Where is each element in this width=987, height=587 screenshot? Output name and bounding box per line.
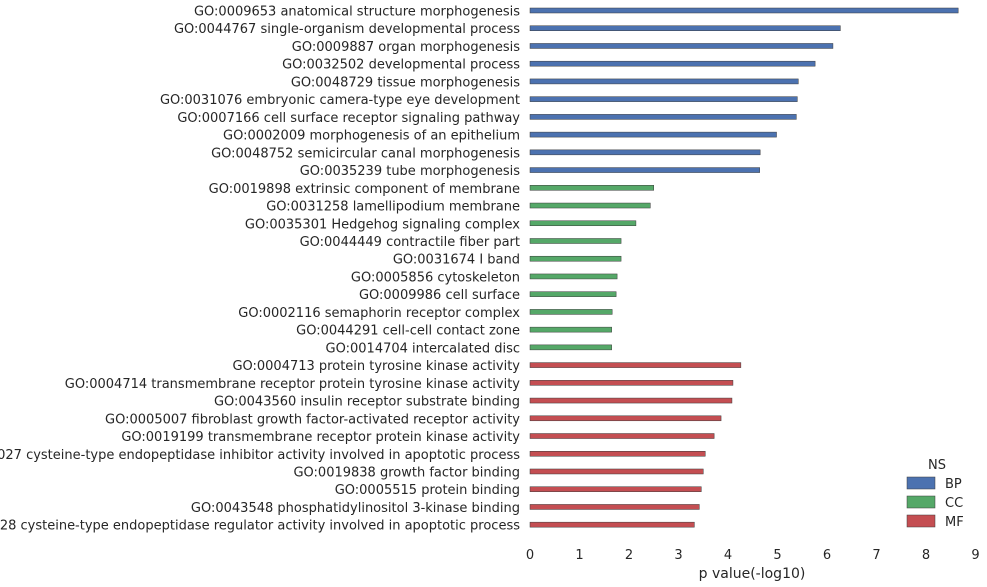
bar-cc [529,344,612,351]
bar-bp [529,149,761,156]
category-label: GO:0005856 cytoskeleton [351,270,520,285]
bar-mf [529,486,702,492]
category-label: GO:0019898 extrinsic component of membra… [209,182,520,197]
bar-cc [529,255,622,262]
category-label: GO:0009653 anatomical structure morphoge… [194,5,520,20]
category-label: GO:0044767 single-organism developmental… [174,22,520,37]
category-labels: GO:0009653 anatomical structure morphoge… [0,5,520,534]
bar-bp [529,78,799,85]
x-tick-label: 7 [872,548,880,563]
category-label: GO:0014704 intercalated disc [326,341,520,356]
category-label: GO:0019199 transmembrane receptor protei… [121,430,520,445]
x-tick-label: 4 [724,548,732,563]
category-label: GO:0048729 tissue morphogenesis [291,75,520,90]
category-label: GO:0004713 protein tyrosine kinase activ… [232,359,520,374]
category-label: GO:0044291 cell-cell contact zone [296,324,520,339]
category-label: GO:0031674 I band [393,253,520,268]
category-label: GO:0035239 tube morphogenesis [300,164,520,179]
bar-bp [529,25,841,31]
bar-mf [529,451,706,457]
x-tick-label: 5 [773,548,781,563]
category-label: GO:0048752 semicircular canal morphogene… [211,146,520,161]
category-label: GO:0002009 morphogenesis of an epitheliu… [223,129,520,144]
x-tick-label: 1 [575,548,583,563]
bar-cc [529,326,612,333]
x-tick-label: 6 [823,548,831,563]
bar-mf [529,397,733,404]
category-label: GO:0009986 cell surface [359,288,520,303]
bar-cc [529,202,651,209]
bar-bp [529,131,777,138]
bar-cc [529,291,617,297]
legend: NS BP CC MF [906,458,964,530]
legend-swatch-cc [906,495,936,509]
bar-mf [529,380,734,386]
bar-bp [529,167,760,173]
x-axis-label: p value(-log10) [699,566,806,582]
x-tick-labels: 0 1 2 3 4 5 6 7 8 9 [526,548,980,563]
category-label: GO:0019838 growth factor binding [293,465,520,480]
category-label: GO:0009887 organ morphogenesis [292,40,520,55]
category-label: GO:0043027 cysteine-type endopeptidase i… [0,448,520,463]
category-label: GO:0043028 cysteine-type endopeptidase r… [0,519,520,534]
category-label: GO:0007166 cell surface receptor signali… [177,111,520,126]
x-tick-label: 9 [971,548,979,563]
bar-cc [529,220,637,227]
bar-mf [529,433,715,439]
x-tick-label: 0 [526,548,534,563]
bar-bp [529,7,959,14]
bar-cc [529,309,613,315]
bar-bp [529,43,834,49]
category-label: GO:0005007 fibroblast growth factor-acti… [105,412,520,427]
x-tick-label: 8 [922,548,930,563]
x-tick-label: 3 [674,548,682,563]
category-label: GO:0044449 contractile fiber part [300,235,520,250]
bar-mf [529,521,695,528]
legend-title: NS [928,458,946,473]
category-label: GO:0005515 protein binding [335,483,520,498]
bar-cc [529,273,618,280]
bars-layer [529,7,959,528]
category-label: GO:0002116 semaphorin receptor complex [238,306,520,321]
bar-bp [529,114,797,120]
legend-label-bp: BP [945,477,962,492]
category-label: GO:0043548 phosphatidylinositol 3-kinase… [191,501,520,516]
bar-mf [529,504,700,510]
legend-swatch-bp [906,476,936,490]
category-label: GO:0031076 embryonic camera-type eye dev… [160,93,520,108]
bar-mf [529,415,722,422]
category-label: GO:0004714 transmembrane receptor protei… [65,377,521,392]
legend-label-mf: MF [945,515,964,530]
category-label: GO:0032502 developmental process [282,58,520,73]
bar-bp [529,60,816,67]
x-tick-label: 2 [625,548,633,563]
bar-cc [529,238,622,244]
legend-label-cc: CC [945,496,963,511]
category-label: GO:0035301 Hedgehog signaling complex [245,217,520,232]
legend-swatch-mf [906,514,936,528]
bar-mf [529,362,742,368]
bar-cc [529,185,654,191]
bar-mf [529,468,704,475]
category-label: GO:0043560 insulin receptor substrate bi… [214,395,520,410]
category-label: GO:0031258 lamellipodium membrane [266,200,520,215]
bar-bp [529,96,798,102]
